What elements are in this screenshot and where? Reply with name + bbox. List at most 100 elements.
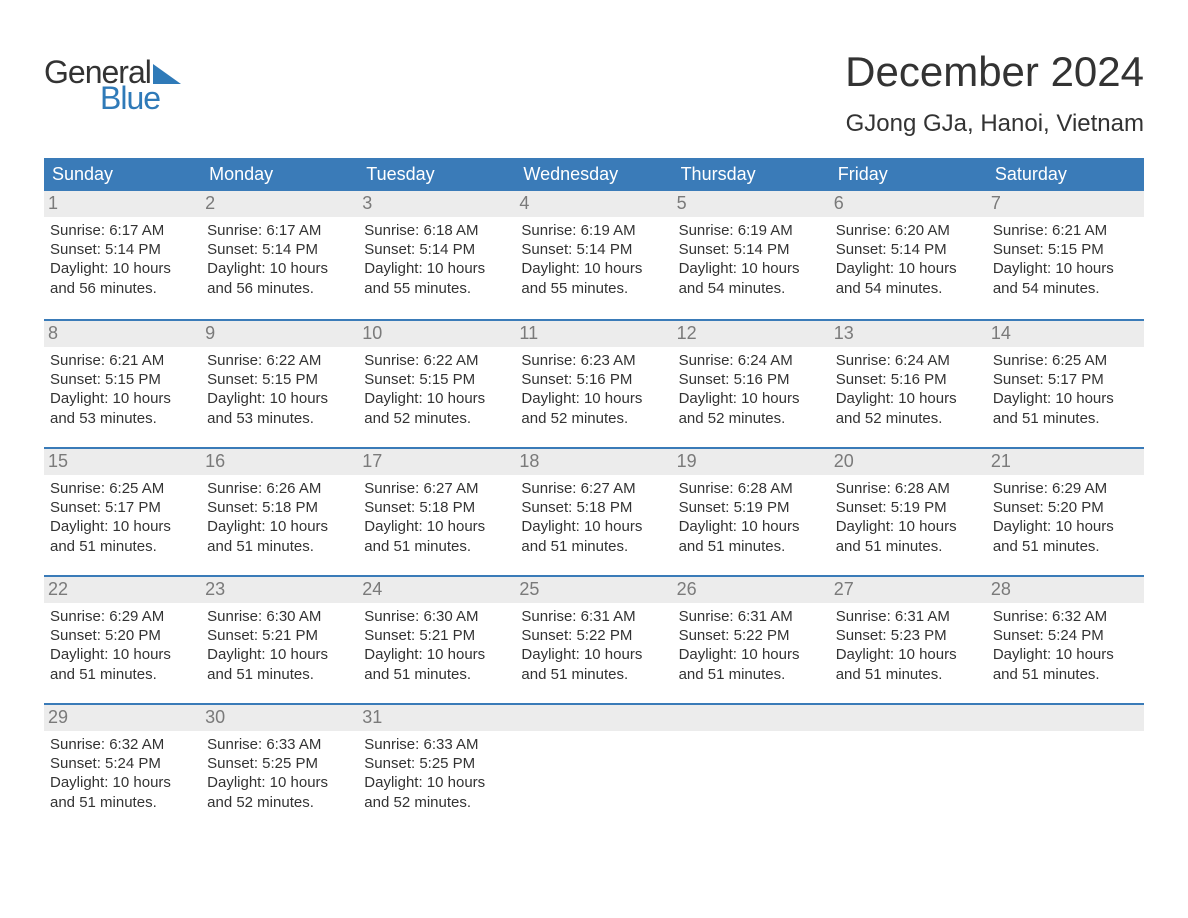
day-cell: 23 Sunrise: 6:30 AMSunset: 5:21 PMDayligh…	[201, 577, 358, 703]
day-details: Sunrise: 6:27 AMSunset: 5:18 PMDaylight:…	[364, 479, 509, 556]
brand-word2: Blue	[100, 82, 181, 114]
day-cell: 1Sunrise: 6:17 AMSunset: 5:14 PMDaylight…	[44, 191, 201, 319]
day-cell: 24Sunrise: 6:30 AMSunset: 5:21 PMDayligh…	[358, 577, 515, 703]
weekday-header: Sunday	[44, 158, 201, 191]
day-details: Sunrise: 6:24 AMSunset: 5:16 PMDaylight:…	[836, 351, 981, 428]
day-number: 4	[515, 191, 672, 217]
day-number: 3	[358, 191, 515, 217]
day-details: Sunrise: 6:33 AMSunset: 5:25 PMDaylight:…	[207, 735, 352, 812]
brand-logo: General Blue	[44, 56, 181, 114]
sunset-line: Sunset: 5:22 PM	[521, 626, 666, 645]
sunset-line: Sunset: 5:15 PM	[50, 370, 195, 389]
day-details: Sunrise: 6:30 AMSunset: 5:21 PMDaylight:…	[364, 607, 509, 684]
day-details: Sunrise: 6:28 AMSunset: 5:19 PMDaylight:…	[679, 479, 824, 556]
day-cell: 2 Sunrise: 6:17 AMSunset: 5:14 PMDaylight…	[201, 191, 358, 319]
day-number: 1	[44, 191, 201, 217]
location-text: GJong GJa, Hanoi, Vietnam	[845, 110, 1144, 138]
daylight-line: Daylight: 10 hours and 52 minutes.	[679, 389, 824, 427]
day-details: Sunrise: 6:33 AMSunset: 5:25 PMDaylight:…	[364, 735, 509, 812]
sunrise-line: Sunrise: 6:18 AM	[364, 221, 509, 240]
sunrise-line: Sunrise: 6:27 AM	[521, 479, 666, 498]
sunset-line: Sunset: 5:14 PM	[364, 240, 509, 259]
sunset-line: Sunset: 5:22 PM	[679, 626, 824, 645]
daylight-line: Daylight: 10 hours and 55 minutes.	[521, 259, 666, 297]
day-cell: 3 Sunrise: 6:18 AMSunset: 5:14 PMDaylight…	[358, 191, 515, 319]
day-number: 25	[515, 577, 672, 603]
daylight-line: Daylight: 10 hours and 51 minutes.	[521, 517, 666, 555]
sunset-line: Sunset: 5:21 PM	[207, 626, 352, 645]
sunset-line: Sunset: 5:20 PM	[50, 626, 195, 645]
sunset-line: Sunset: 5:16 PM	[679, 370, 824, 389]
daylight-line: Daylight: 10 hours and 54 minutes.	[679, 259, 824, 297]
day-details: Sunrise: 6:21 AMSunset: 5:15 PMDaylight:…	[50, 351, 195, 428]
day-cell: 22Sunrise: 6:29 AMSunset: 5:20 PMDayligh…	[44, 577, 201, 703]
day-number: 31	[358, 705, 515, 731]
daylight-line: Daylight: 10 hours and 51 minutes.	[836, 517, 981, 555]
daylight-line: Daylight: 10 hours and 52 minutes.	[364, 389, 509, 427]
day-cell	[987, 705, 1144, 831]
sunrise-line: Sunrise: 6:17 AM	[207, 221, 352, 240]
day-details: Sunrise: 6:18 AMSunset: 5:14 PMDaylight:…	[364, 221, 509, 298]
day-details: Sunrise: 6:29 AMSunset: 5:20 PMDaylight:…	[993, 479, 1138, 556]
day-details: Sunrise: 6:23 AMSunset: 5:16 PMDaylight:…	[521, 351, 666, 428]
day-number: 17	[358, 449, 515, 475]
sunset-line: Sunset: 5:14 PM	[679, 240, 824, 259]
day-number: 23	[201, 577, 358, 603]
day-number: 2	[201, 191, 358, 217]
daylight-line: Daylight: 10 hours and 51 minutes.	[993, 645, 1138, 683]
day-cell: 8Sunrise: 6:21 AMSunset: 5:15 PMDaylight…	[44, 321, 201, 447]
sunrise-line: Sunrise: 6:26 AM	[207, 479, 352, 498]
daylight-line: Daylight: 10 hours and 51 minutes.	[50, 773, 195, 811]
sunset-line: Sunset: 5:25 PM	[364, 754, 509, 773]
sunset-line: Sunset: 5:14 PM	[207, 240, 352, 259]
calendar-week: 15Sunrise: 6:25 AMSunset: 5:17 PMDayligh…	[44, 447, 1144, 575]
day-cell: 5Sunrise: 6:19 AMSunset: 5:14 PMDaylight…	[673, 191, 830, 319]
day-cell: 6Sunrise: 6:20 AMSunset: 5:14 PMDaylight…	[830, 191, 987, 319]
day-cell: 17 Sunrise: 6:27 AMSunset: 5:18 PMDayligh…	[358, 449, 515, 575]
sunrise-line: Sunrise: 6:29 AM	[50, 607, 195, 626]
day-details: Sunrise: 6:24 AMSunset: 5:16 PMDaylight:…	[679, 351, 824, 428]
day-cell: 25Sunrise: 6:31 AMSunset: 5:22 PMDayligh…	[515, 577, 672, 703]
day-cell: 11Sunrise: 6:23 AMSunset: 5:16 PMDayligh…	[515, 321, 672, 447]
day-cell: 16Sunrise: 6:26 AMSunset: 5:18 PMDayligh…	[201, 449, 358, 575]
page-header: General Blue December 2024 GJong GJa, Ha…	[44, 48, 1144, 152]
day-details: Sunrise: 6:31 AMSunset: 5:23 PMDaylight:…	[836, 607, 981, 684]
day-cell: 7Sunrise: 6:21 AMSunset: 5:15 PMDaylight…	[987, 191, 1144, 319]
day-number: 12	[673, 321, 830, 347]
day-cell: 26Sunrise: 6:31 AMSunset: 5:22 PMDayligh…	[673, 577, 830, 703]
day-cell: 31 Sunrise: 6:33 AMSunset: 5:25 PMDayligh…	[358, 705, 515, 831]
daylight-line: Daylight: 10 hours and 51 minutes.	[836, 645, 981, 683]
sunrise-line: Sunrise: 6:31 AM	[679, 607, 824, 626]
day-cell: 21Sunrise: 6:29 AMSunset: 5:20 PMDayligh…	[987, 449, 1144, 575]
day-details: Sunrise: 6:21 AMSunset: 5:15 PMDaylight:…	[993, 221, 1138, 298]
sunrise-line: Sunrise: 6:33 AM	[207, 735, 352, 754]
day-details: Sunrise: 6:17 AMSunset: 5:14 PMDaylight:…	[207, 221, 352, 298]
sunrise-line: Sunrise: 6:28 AM	[679, 479, 824, 498]
sunrise-line: Sunrise: 6:31 AM	[836, 607, 981, 626]
sunrise-line: Sunrise: 6:29 AM	[993, 479, 1138, 498]
sunset-line: Sunset: 5:16 PM	[836, 370, 981, 389]
day-number: 30	[201, 705, 358, 731]
sunset-line: Sunset: 5:15 PM	[364, 370, 509, 389]
sunset-line: Sunset: 5:20 PM	[993, 498, 1138, 517]
sunset-line: Sunset: 5:17 PM	[50, 498, 195, 517]
day-number	[987, 705, 1144, 731]
daylight-line: Daylight: 10 hours and 51 minutes.	[993, 389, 1138, 427]
daylight-line: Daylight: 10 hours and 54 minutes.	[836, 259, 981, 297]
day-cell: 29Sunrise: 6:32 AMSunset: 5:24 PMDayligh…	[44, 705, 201, 831]
sunrise-line: Sunrise: 6:21 AM	[993, 221, 1138, 240]
daylight-line: Daylight: 10 hours and 51 minutes.	[679, 645, 824, 683]
day-number	[673, 705, 830, 731]
sunrise-line: Sunrise: 6:24 AM	[836, 351, 981, 370]
sunset-line: Sunset: 5:24 PM	[50, 754, 195, 773]
calendar: SundayMondayTuesdayWednesdayThursdayFrid…	[44, 158, 1144, 831]
day-details: Sunrise: 6:30 AMSunset: 5:21 PMDaylight:…	[207, 607, 352, 684]
day-details: Sunrise: 6:20 AMSunset: 5:14 PMDaylight:…	[836, 221, 981, 298]
sunset-line: Sunset: 5:18 PM	[207, 498, 352, 517]
day-details: Sunrise: 6:31 AMSunset: 5:22 PMDaylight:…	[679, 607, 824, 684]
day-details: Sunrise: 6:19 AMSunset: 5:14 PMDaylight:…	[521, 221, 666, 298]
day-cell: 28Sunrise: 6:32 AMSunset: 5:24 PMDayligh…	[987, 577, 1144, 703]
daylight-line: Daylight: 10 hours and 51 minutes.	[993, 517, 1138, 555]
sunset-line: Sunset: 5:24 PM	[993, 626, 1138, 645]
sunrise-line: Sunrise: 6:19 AM	[521, 221, 666, 240]
